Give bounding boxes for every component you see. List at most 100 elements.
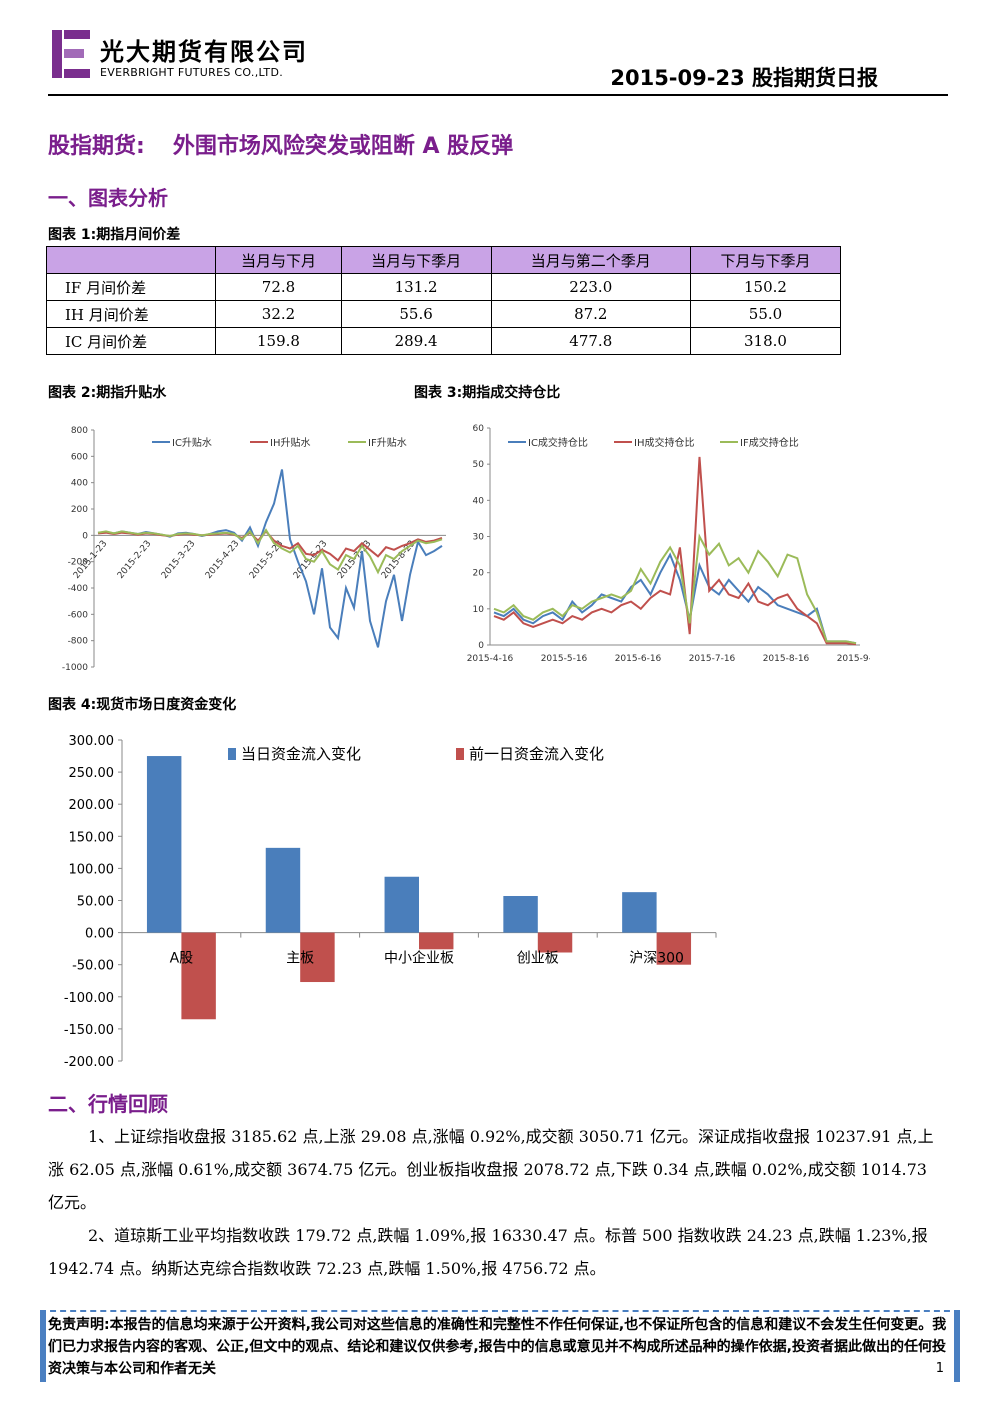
table-cell: 159.8	[215, 327, 342, 355]
table-cell: 318.0	[689, 327, 842, 355]
y-tick-label: 0	[478, 641, 484, 651]
x-tick-label: 2015-5-16	[541, 654, 588, 664]
legend-swatch	[228, 748, 236, 760]
x-tick-label: 2015-2-23	[116, 539, 154, 581]
bar-1-1	[300, 932, 335, 983]
series-line-2	[97, 528, 443, 575]
y-tick-label: -100.00	[64, 991, 114, 1006]
table-row: IF 月间价差 72.8 131.2 223.0 150.2	[45, 273, 842, 301]
y-tick-label: -50.00	[72, 959, 114, 974]
x-tick-label: 创业板	[517, 951, 559, 967]
y-tick-label: 300.00	[69, 734, 115, 749]
y-tick-label: 30	[473, 533, 485, 543]
section-title-market-review: 二、行情回顾	[48, 1092, 168, 1116]
y-tick-label: 400	[71, 479, 88, 489]
bar-0-3	[503, 896, 538, 933]
series-line-2	[493, 533, 857, 645]
premium-discount-chart: 8006004002000-200-400-600-800-10002015-1…	[62, 426, 446, 673]
review-paragraph-1: 1、上证综指收盘报 3185.62 点,上涨 29.08 点,涨幅 0.92%,…	[48, 1127, 934, 1212]
table-header-cell	[45, 246, 217, 274]
y-tick-label: -1000	[62, 663, 88, 673]
table-cell: 289.4	[340, 327, 492, 355]
bar-1-4	[656, 932, 692, 965]
y-tick-label: 50.00	[77, 895, 114, 910]
y-tick-label: -200.00	[64, 1055, 114, 1070]
main-title-headline: 外围市场风险突发或阻断 A 股反弹	[172, 134, 514, 159]
table-header-cell: 当月与第二个季月	[490, 246, 691, 274]
x-tick-label: 2015-7-16	[689, 654, 736, 664]
y-tick-label: 100.00	[69, 862, 115, 877]
chart2-caption: 图表 2:期指升贴水	[48, 385, 167, 401]
table-cell: 72.8	[215, 273, 342, 301]
table-cell: 131.2	[340, 273, 492, 301]
bar-0-4	[622, 892, 657, 933]
legend-label: 当日资金流入变化	[241, 745, 361, 763]
bar-1-3	[537, 932, 573, 953]
y-tick-label: 40	[473, 496, 485, 506]
legend-label: IF成交持仓比	[740, 436, 799, 449]
market-review-text: 1、上证综指收盘报 3185.62 点,上涨 29.08 点,涨幅 0.92%,…	[48, 1120, 946, 1285]
bar-1-2	[419, 932, 454, 950]
table-header-cell: 下月与下季月	[689, 246, 842, 274]
table-header-row: 当月与下月 当月与下季月 当月与第二个季月 下月与下季月	[45, 246, 842, 274]
series-line-1	[493, 456, 857, 646]
table-cell: IH 月间价差	[45, 300, 217, 328]
x-tick-label: 2015-9-16	[837, 654, 870, 664]
y-tick-label: -200	[68, 558, 89, 568]
everbright-logo-icon	[52, 30, 90, 78]
company-name-en: EVERBRIGHT FUTURES CO.,LTD.	[100, 66, 284, 79]
legend-label: IF升贴水	[368, 436, 407, 449]
table-cell: 223.0	[490, 273, 691, 301]
disclaimer-text: 免责声明:本报告的信息均来源于公开资料,我公司对这些信息的准确性和完整性不作任何…	[48, 1317, 947, 1377]
x-tick-label: 主板	[286, 951, 314, 967]
table-cell: 150.2	[689, 273, 842, 301]
table-cell: 55.0	[689, 300, 842, 328]
legend-label: IC成交持仓比	[528, 436, 588, 449]
table-row: IH 月间价差 32.2 55.6 87.2 55.0	[45, 300, 842, 328]
y-tick-label: 20	[473, 569, 485, 579]
section-title-chart-analysis: 一、图表分析	[48, 186, 168, 210]
x-tick-label: 2015-4-16	[467, 654, 514, 664]
y-tick-label: 200.00	[69, 798, 115, 813]
y-tick-label: 0	[82, 531, 88, 541]
legend-label: IH成交持仓比	[634, 436, 694, 449]
y-tick-label: 10	[473, 605, 485, 615]
table-header-cell: 当月与下月	[215, 246, 342, 274]
x-tick-label: 中小企业板	[384, 950, 454, 967]
table-cell: 55.6	[340, 300, 492, 328]
chart4-caption: 图表 4:现货市场日度资金变化	[48, 697, 237, 713]
table1-caption: 图表 1:期指月间价差	[48, 227, 181, 243]
table-cell: 87.2	[490, 300, 691, 328]
disclaimer-left-bar	[40, 1312, 46, 1382]
x-tick-label: 2015-3-23	[160, 539, 198, 581]
y-tick-label: 60	[473, 424, 485, 434]
y-tick-label: 800	[71, 426, 88, 436]
legend-label: IH升贴水	[270, 436, 310, 449]
y-tick-label: 250.00	[69, 766, 115, 781]
y-tick-label: -150.00	[64, 1023, 114, 1038]
y-tick-label: 150.00	[69, 830, 115, 845]
bar-0-2	[384, 876, 419, 933]
disclaimer-box: 免责声明:本报告的信息均来源于公开资料,我公司对这些信息的准确性和完整性不作任何…	[40, 1310, 960, 1382]
table-cell: IC 月间价差	[45, 327, 217, 355]
spread-table: 当月与下月 当月与下季月 当月与第二个季月 下月与下季月 IF 月间价差 72.…	[45, 246, 842, 355]
table-row: IC 月间价差 159.8 289.4 477.8 318.0	[45, 327, 842, 355]
y-tick-label: -400	[68, 584, 89, 594]
x-tick-label: 2015-6-16	[615, 654, 662, 664]
review-paragraph-2: 2、道琼斯工业平均指数收跌 179.72 点,跌幅 1.09%,报 16330.…	[48, 1226, 928, 1278]
y-tick-label: 200	[71, 505, 88, 515]
table-cell: IF 月间价差	[45, 273, 217, 301]
legend-label: 前一日资金流入变化	[469, 745, 604, 763]
legend-swatch	[456, 748, 464, 760]
y-tick-label: -800	[68, 637, 89, 647]
page-number: 1	[935, 1361, 944, 1376]
page-header: 光大期货有限公司 EVERBRIGHT FUTURES CO.,LTD. 201…	[48, 28, 948, 96]
volume-oi-ratio-chart: 60 50 40 30 20 10 0 2015-4-16 2015-5-16 2015-6-16…	[467, 424, 870, 664]
table-cell: 32.2	[215, 300, 342, 328]
chart3-caption: 图表 3:期指成交持仓比	[414, 385, 561, 401]
disclaimer-right-bar	[954, 1312, 960, 1382]
x-tick-label: 2015-8-16	[763, 654, 810, 664]
table-header-cell: 当月与下季月	[340, 246, 492, 274]
y-tick-label: 600	[71, 452, 88, 462]
x-tick-label: 2015-4-23	[204, 539, 242, 581]
